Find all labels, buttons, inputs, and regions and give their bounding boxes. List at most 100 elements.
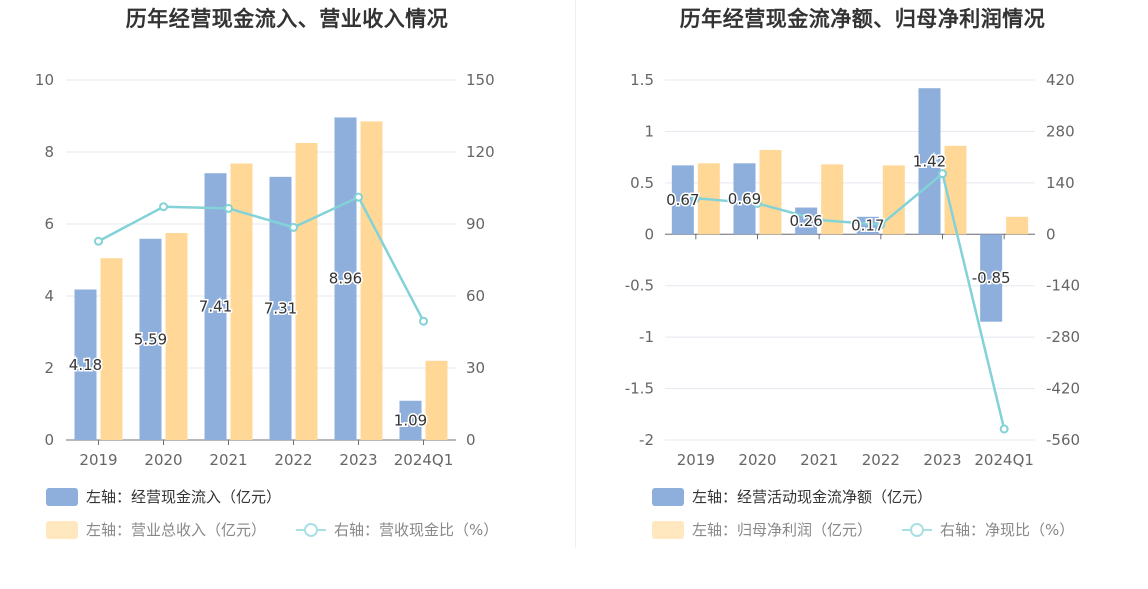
legend-swatch-bar-icon: [652, 487, 684, 506]
x-axis-tick-label: 2022: [862, 451, 900, 469]
bar-data-label: 0.17: [851, 217, 884, 235]
y-left-tick-label: 4: [44, 287, 54, 305]
y-left-tick-label: -1: [639, 328, 654, 346]
legend-label: 右轴：营收现金比（%）: [334, 521, 499, 539]
bar: [100, 258, 123, 440]
bar: [759, 149, 782, 235]
bar: [74, 289, 97, 440]
bar: [671, 165, 694, 235]
x-axis-tick-label: 2024Q1: [974, 451, 1034, 469]
ratio-point: [876, 220, 886, 230]
legend-swatch-line-icon: [902, 522, 932, 537]
bar: [360, 121, 383, 441]
legend-item-revenue-cash-ratio[interactable]: 右轴：营收现金比（%）: [296, 519, 498, 540]
bar-data-label: 7.41: [199, 298, 232, 316]
ratio-point: [94, 236, 103, 246]
bar: [980, 234, 1003, 322]
legend-item-net-profit[interactable]: 左轴：归母净利润（亿元）: [652, 519, 872, 540]
bar: [139, 238, 162, 440]
y-left-tick-label: 0: [44, 431, 54, 449]
x-axis-tick-label: 2021: [209, 451, 247, 469]
x-axis-tick-label: 2019: [79, 451, 117, 469]
x-axis-tick-label: 2020: [738, 451, 776, 469]
y-left-tick-label: -2: [639, 431, 654, 449]
chart-title: 历年经营现金流净额、归母净利润情况: [679, 7, 1046, 31]
ratio-point: [814, 215, 824, 225]
bar: [944, 145, 967, 235]
y-left-tick-label: 6: [44, 215, 54, 233]
y-right-tick-label: 30: [466, 359, 485, 377]
y-right-tick-label: -560: [1046, 431, 1080, 449]
y-left-tick-label: 0.5: [630, 174, 654, 192]
y-right-tick-label: 140: [1046, 174, 1075, 192]
chart-title: 历年经营现金流入、营业收入情况: [125, 7, 449, 31]
cashflow-revenue-chart: 0 2 4 6 8 10 0 30 60 90 120 150 2019 2020 2021 2022 2023…: [35, 71, 495, 469]
bar-data-label: 1.42: [913, 152, 946, 170]
legend-label: 左轴：经营现金流入（亿元）: [86, 488, 282, 506]
bar-data-label: 8.96: [329, 270, 362, 288]
bar: [399, 400, 422, 440]
y-right-tick-label: 90: [466, 215, 485, 233]
bar: [1006, 216, 1029, 235]
ratio-point: [999, 424, 1009, 434]
y-left-tick-label: 8: [44, 143, 54, 161]
ratio-point: [419, 316, 428, 326]
y-right-tick-label: -420: [1046, 380, 1080, 398]
x-axis-tick-label: 2023: [923, 451, 961, 469]
bar-data-label: -0.85: [972, 269, 1011, 287]
bar-data-label: 0.69: [728, 190, 761, 208]
legend-label: 左轴：经营活动现金流净额（亿元）: [692, 488, 933, 506]
netcashflow-profit-chart: -2 -1.5 -1 -0.5 0 0.5 1 1.5 -560 -420 -280 -140 0 140…: [625, 71, 1080, 469]
y-left-tick-label: -1.5: [625, 380, 654, 398]
bar-data-label: 0.67: [666, 191, 699, 209]
ratio-point: [938, 169, 947, 179]
bar: [856, 216, 879, 235]
legend-label: 左轴：归母净利润（亿元）: [692, 521, 873, 539]
x-axis-tick-label: 2023: [339, 451, 377, 469]
y-right-tick-label: 60: [466, 287, 485, 305]
bar: [733, 163, 756, 235]
ratio-point: [159, 202, 168, 212]
y-right-tick-label: -140: [1046, 277, 1080, 295]
netcashflow-profit-chart-panel: 历年经营现金流净额、归母净利润情况 -2 -1.5 -1 -0.5 0 0.5 1 1.5 -5…: [577, 0, 1148, 589]
y-right-tick-label: 420: [1046, 71, 1075, 89]
bar: [269, 176, 292, 440]
bar-data-label: 0.26: [789, 212, 822, 230]
ratio-point: [691, 193, 701, 203]
bar-data-label: 5.59: [134, 330, 167, 348]
y-left-tick-label: -0.5: [625, 277, 654, 295]
bar: [334, 117, 357, 440]
bar: [230, 163, 253, 440]
bar: [425, 360, 448, 440]
bar: [882, 165, 905, 235]
legend-swatch-line-icon: [296, 522, 326, 537]
x-axis-tick-label: 2020: [144, 451, 182, 469]
x-axis-tick-label: 2022: [274, 451, 312, 469]
legend-swatch-bar-icon: [46, 520, 78, 539]
y-right-tick-label: 120: [466, 143, 495, 161]
y-right-tick-label: -280: [1046, 328, 1080, 346]
legend-swatch-bar-icon: [652, 520, 684, 539]
legend-item-cash-inflow[interactable]: 左轴：经营现金流入（亿元）: [46, 486, 281, 507]
y-right-tick-label: 0: [466, 431, 476, 449]
legend-item-net-operating-cashflow[interactable]: 左轴：经营活动现金流净额（亿元）: [652, 486, 932, 507]
bar-data-label: 1.09: [394, 411, 427, 429]
bar-data-label: 7.31: [264, 299, 297, 317]
x-axis-tick-label: 2024Q1: [394, 451, 454, 469]
ratio-point: [224, 203, 233, 213]
y-left-tick-label: 1.5: [630, 71, 654, 89]
legend-label: 左轴：营业总收入（亿元）: [86, 521, 267, 539]
y-left-tick-label: 0: [644, 225, 654, 243]
y-left-tick-label: 10: [35, 71, 54, 89]
y-right-tick-label: 150: [466, 71, 495, 89]
legend-label: 右轴：净现比（%）: [940, 521, 1075, 539]
bar: [918, 88, 941, 235]
legend-item-net-cash-ratio[interactable]: 右轴：净现比（%）: [902, 519, 1074, 540]
y-right-tick-label: 280: [1046, 122, 1075, 140]
legend-swatch-bar-icon: [46, 487, 78, 506]
legend-item-total-revenue[interactable]: 左轴：营业总收入（亿元）: [46, 519, 266, 540]
cashflow-revenue-chart-panel: 历年经营现金流入、营业收入情况 0 2 4 6 8 10 0 30 60 90 120 150 2019…: [35, 7, 498, 540]
ratio-point: [289, 222, 298, 232]
bar: [821, 164, 844, 235]
bar: [295, 143, 318, 440]
